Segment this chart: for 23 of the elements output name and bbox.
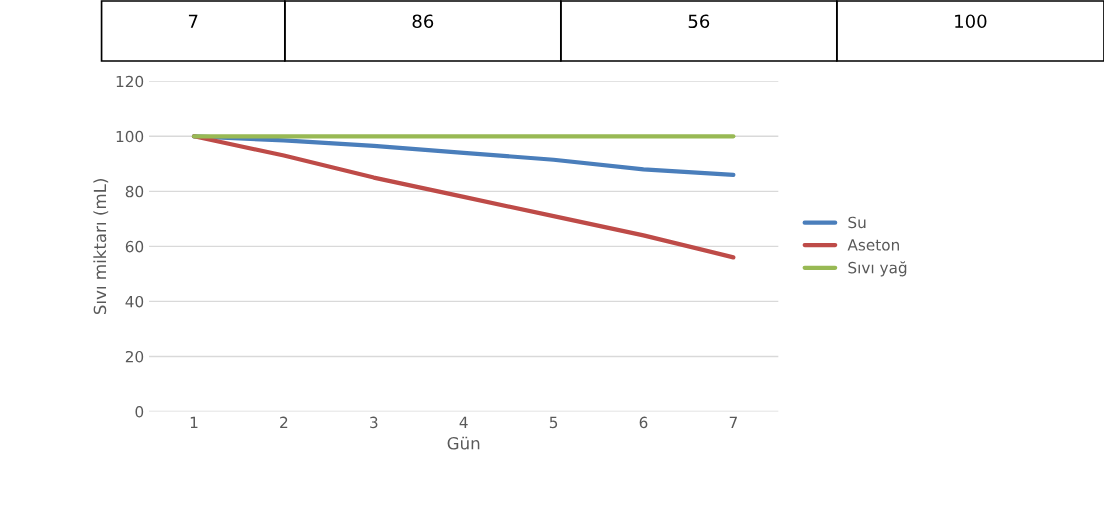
legend-label: Sıvı yağ [848,261,907,277]
x-tick-label: 7 [729,416,737,428]
y-tick-label: 40 [125,295,144,308]
x-axis-title: Gün [447,436,480,450]
y-tick-label: 100 [116,130,144,143]
text: 7 [188,14,198,28]
x-tick-label: 1 [190,416,198,428]
x-tick-label: 3 [370,416,378,429]
y-tick-label: 0 [135,405,144,418]
y-tick-label: 60 [125,240,144,253]
text: 56 [688,14,710,29]
text: 100 [955,14,987,29]
legend-label: Aseton [847,239,899,251]
y-tick-label: 80 [125,185,144,198]
x-tick-label: 5 [549,416,558,429]
x-tick-label: 2 [280,416,288,428]
y-axis-title: Sıvı miktarı (mL) [93,179,109,315]
text: 86 [412,14,434,29]
y-tick-label: 20 [125,350,144,363]
x-tick-label: 4 [459,416,468,428]
legend-label: Su [848,216,866,229]
y-tick-label: 120 [116,75,144,88]
x-tick-label: 6 [639,416,648,429]
